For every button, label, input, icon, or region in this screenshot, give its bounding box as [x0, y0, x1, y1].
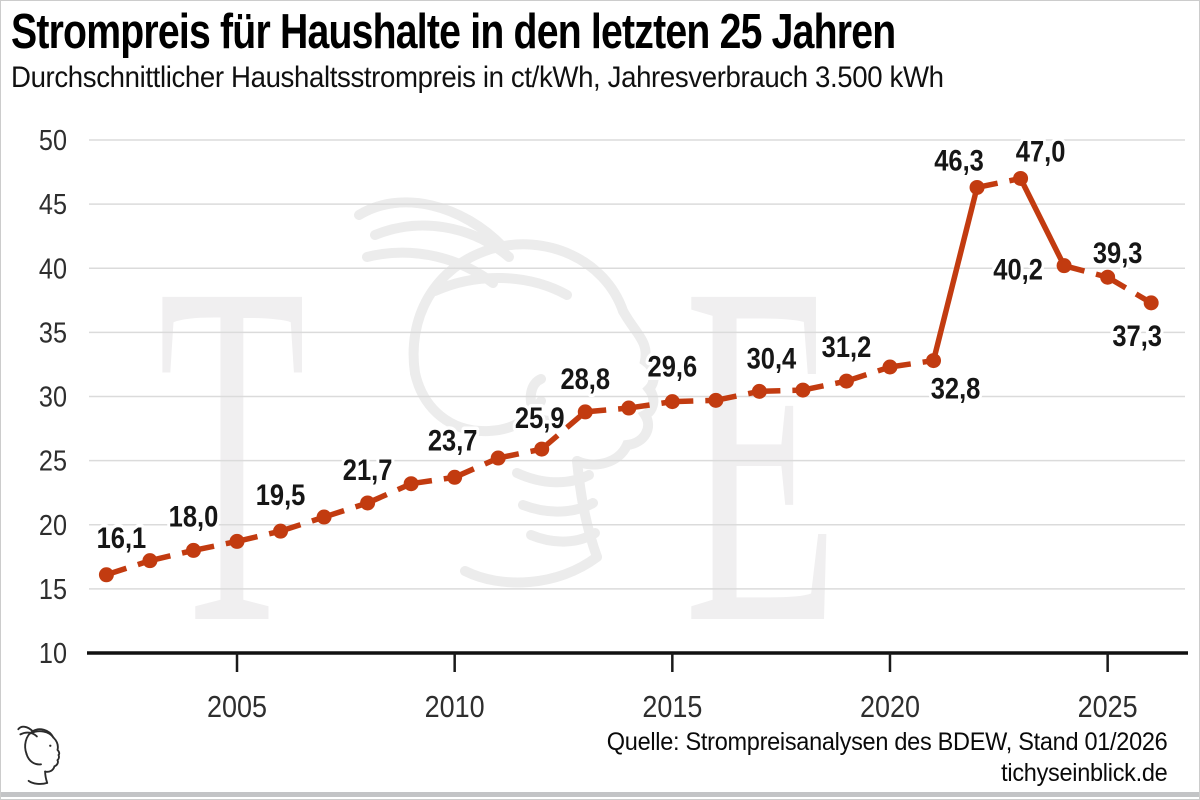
data-point-marker [534, 441, 550, 457]
data-point-marker [447, 469, 463, 485]
data-point-label: 25,9 [515, 401, 565, 434]
price-line-segment [279, 514, 325, 534]
website-text: tichyseinblick.de [1000, 759, 1168, 787]
price-line-segment [366, 481, 413, 506]
data-point-marker [229, 533, 245, 549]
price-line-segment [845, 364, 891, 384]
data-point-marker [360, 495, 376, 511]
bottom-bar [1, 792, 1199, 797]
data-point-marker [273, 523, 289, 539]
data-point-marker [1013, 170, 1029, 186]
tichys-einblick-logo [17, 725, 61, 785]
price-line-segment [453, 455, 500, 480]
price-line-segment [323, 500, 369, 520]
watermark-letter-e: E [684, 182, 839, 726]
chart-header: Strompreis für Haushalte in den letzten … [11, 7, 1117, 94]
data-point-marker [926, 353, 942, 369]
data-point-marker [1100, 269, 1116, 285]
data-point-label: 46,3 [934, 144, 984, 177]
data-point-marker [142, 553, 158, 569]
data-point-marker [577, 404, 593, 420]
y-axis-tick-label: 30 [39, 380, 67, 413]
data-point-label: 32,8 [931, 372, 981, 405]
data-point-label: 21,7 [343, 453, 393, 486]
source-text: Quelle: Strompreisanalysen des BDEW, Sta… [606, 728, 1167, 756]
gridlines [89, 139, 1185, 590]
price-line-segment [1106, 274, 1153, 306]
data-point-label: 37,3 [1112, 319, 1162, 352]
x-axis-tick-label: 2020 [860, 690, 920, 724]
data-point-label: 31,2 [822, 330, 872, 363]
data-point-marker [708, 392, 724, 408]
y-axis-tick-label: 15 [39, 572, 67, 605]
data-point-label: 39,3 [1093, 236, 1143, 269]
price-line-segment [1063, 263, 1109, 280]
data-point-marker [751, 383, 767, 399]
x-axis-tick-label: 2015 [642, 690, 702, 724]
watermark: T E [158, 182, 839, 726]
data-point-label: 23,7 [428, 423, 478, 456]
data-point-marker [795, 382, 811, 398]
y-axis-tick-label: 25 [39, 444, 67, 477]
data-labels: 16,1 18,0 19,5 21,7 23,7 25,9 28,8 29,6 30,4 31,2… [93, 131, 1165, 557]
data-point-marker [882, 359, 898, 375]
data-point-marker [490, 450, 506, 466]
y-axis-tick-label: 45 [39, 187, 67, 220]
data-point-marker [185, 542, 201, 558]
data-point-marker [403, 476, 419, 492]
x-axis-tick-label: 2025 [1078, 690, 1138, 724]
y-axis-tick-label: 50 [39, 123, 67, 156]
data-point-label: 28,8 [560, 362, 610, 395]
data-point-label: 40,2 [993, 253, 1043, 286]
price-line-segment [539, 409, 588, 452]
y-axis-tick-label: 35 [39, 316, 67, 349]
y-axis-tick-label: 10 [39, 636, 67, 669]
data-point-marker [316, 509, 332, 525]
data-point-label: 18,0 [169, 499, 219, 532]
price-line-series [98, 170, 1159, 583]
y-axis-tick-label: 20 [39, 508, 67, 541]
data-point-marker [969, 179, 985, 195]
data-point-marker [1143, 295, 1159, 311]
watermark-letter-t: T [158, 182, 306, 726]
x-axis-tick-label: 2005 [207, 690, 267, 724]
mercury-head-watermark [354, 197, 659, 588]
data-point-label: 16,1 [97, 521, 147, 554]
data-point-label: 19,5 [256, 478, 306, 511]
page-subtitle: Durchschnittlicher Haushaltsstrompreis i… [11, 60, 944, 94]
price-line-segment [1018, 177, 1067, 267]
data-point-marker [621, 400, 637, 416]
data-point-label: 29,6 [648, 350, 698, 383]
page-title: Strompreis für Haushalte in den letzten … [11, 5, 896, 59]
data-point-marker [1056, 258, 1072, 274]
data-point-label: 30,4 [747, 341, 797, 374]
price-line-segment [930, 186, 980, 362]
footer: Quelle: Strompreisanalysen des BDEW, Sta… [606, 727, 1167, 789]
price-line-segment [105, 558, 151, 578]
data-point-marker [98, 567, 114, 583]
y-axis-tick-label: 40 [39, 252, 67, 285]
data-point-marker [664, 394, 680, 410]
data-point-label: 47,0 [1016, 135, 1066, 168]
x-axis-tick-label: 2010 [425, 690, 485, 724]
data-point-marker [838, 373, 854, 389]
